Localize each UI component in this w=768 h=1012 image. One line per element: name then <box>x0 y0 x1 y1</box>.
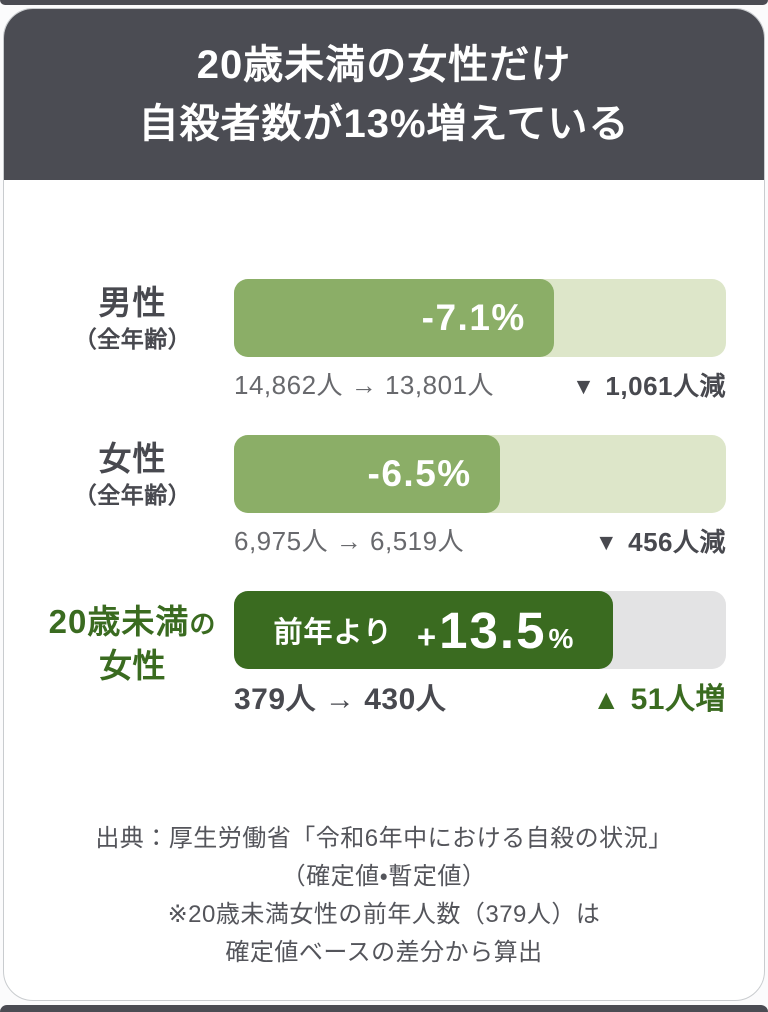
row-label: 女性 （全年齢） <box>31 435 234 513</box>
infographic-card: 20歳未満の女性だけ 自殺者数が13%増えている 男性 （全年齢） -7.1% … <box>3 8 765 1001</box>
infographic-header: 20歳未満の女性だけ 自殺者数が13%増えている <box>4 9 764 180</box>
bar-subrow: 14,862人 → 13,801人 ▼ 1,061人減 <box>234 370 726 402</box>
source-line: （確定値・暫定値） <box>281 863 487 891</box>
source-line: 出典：厚生労働省「令和6年中における自殺の状況」 <box>95 825 673 853</box>
next-card-edge <box>0 1005 768 1012</box>
bar-value-label: -6.5% <box>367 453 472 495</box>
delta-text: 51人増 <box>630 683 726 717</box>
bar-value-label: -7.1% <box>421 297 526 338</box>
row-label-sub: 女性 <box>99 647 166 685</box>
bar-row-male-all-ages: 男性 （全年齢） -7.1% 14,862人 → 13,801人 ▼ 1,061… <box>31 279 764 402</box>
bar-number: 13.5 <box>439 601 547 659</box>
bar-subrow: 379人 → 430人 ▲ 51人増 <box>234 682 726 718</box>
row-label: 20歳未満の 女性 <box>31 603 234 685</box>
previous-card-edge <box>0 0 768 5</box>
bar-row-female-under-20: 20歳未満の 女性 前年より + 13.5 % 379人 → 430人 <box>31 591 764 718</box>
up-triangle-icon: ▲ <box>592 684 621 716</box>
bar-subrow: 6,975人 → 6,519人 ▼ 456人減 <box>234 526 726 558</box>
row-label-particle: の <box>189 609 217 640</box>
bar-area: -7.1% 14,862人 → 13,801人 ▼ 1,061人減 <box>234 279 726 402</box>
bar-fill: -7.1% <box>234 279 554 357</box>
delta-text: 1,061人減 <box>605 370 726 401</box>
row-label-main: 女性 <box>98 439 167 477</box>
down-triangle-icon: ▼ <box>572 373 596 399</box>
bar-row-female-all-ages: 女性 （全年齢） -6.5% 6,975人 → 6,519人 ▼ 456人減 <box>31 435 764 558</box>
row-label-main: 男性 <box>98 283 167 321</box>
delta-badge: ▼ 456人減 <box>595 527 726 558</box>
row-label-main: 20歳未満の <box>49 603 217 641</box>
down-triangle-icon: ▼ <box>594 529 619 556</box>
page-title-line-1: 20歳未満の女性だけ <box>196 43 572 87</box>
bar-fill: 前年より + 13.5 % <box>234 591 613 670</box>
range-text: 6,975人 → 6,519人 <box>234 526 465 557</box>
delta-badge: ▲ 51人増 <box>592 682 726 718</box>
bar-fill: -6.5% <box>234 435 500 514</box>
bar-value-label: + 13.5 % <box>417 601 573 660</box>
source-note: 出典：厚生労働省「令和6年中における自殺の状況」 （確定値・暫定値） ※20歳未… <box>4 820 764 972</box>
bar-track: 前年より + 13.5 % <box>234 591 726 670</box>
row-label-main-text: 20歳未満 <box>48 603 190 641</box>
plus-sign: + <box>416 617 437 655</box>
bar-area: -6.5% 6,975人 → 6,519人 ▼ 456人減 <box>234 435 726 558</box>
bar-track: -7.1% <box>234 279 726 357</box>
percent-unit: % <box>548 622 574 654</box>
range-text: 14,862人 → 13,801人 <box>234 370 494 400</box>
delta-text: 456人減 <box>628 527 726 557</box>
source-line: ※20歳未満女性の前年人数（379人）は <box>167 901 601 929</box>
row-label-sub: （全年齢） <box>73 325 192 352</box>
bar-prefix-label: 前年より <box>273 617 393 650</box>
bar-chart: 男性 （全年齢） -7.1% 14,862人 → 13,801人 ▼ 1,061… <box>4 279 764 718</box>
delta-badge: ▼ 1,061人減 <box>572 371 726 402</box>
row-label: 男性 （全年齢） <box>31 279 234 357</box>
bar-area: 前年より + 13.5 % 379人 → 430人 ▲ 51人増 <box>234 591 726 718</box>
range-text: 379人 → 430人 <box>234 683 447 717</box>
row-label-sub: （全年齢） <box>73 481 192 508</box>
bar-track: -6.5% <box>234 435 726 514</box>
page-title-line-2: 自殺者数が13%増えている <box>138 102 630 146</box>
source-line: 確定値ベースの差分から算出 <box>225 939 543 967</box>
